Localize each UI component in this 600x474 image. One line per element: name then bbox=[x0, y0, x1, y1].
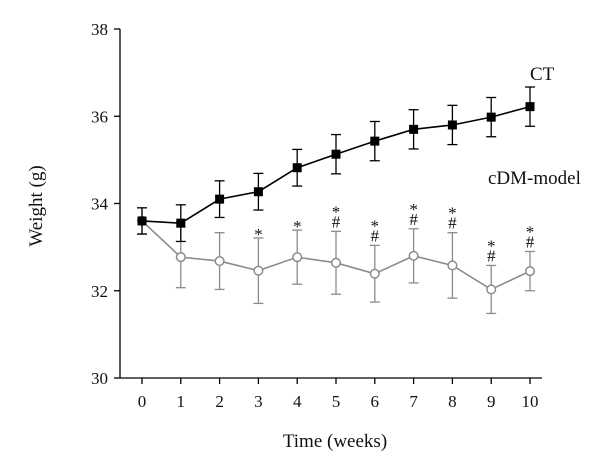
x-tick-label: 2 bbox=[215, 392, 224, 411]
data-point bbox=[175, 252, 186, 263]
y-tick-label: 32 bbox=[91, 282, 108, 301]
significance-asterisk: * bbox=[487, 236, 496, 255]
y-tick-label: 30 bbox=[91, 369, 108, 388]
data-point bbox=[447, 120, 457, 130]
data-point bbox=[524, 266, 536, 277]
significance-asterisk: * bbox=[293, 217, 302, 236]
significance-asterisk: * bbox=[371, 216, 380, 235]
significance-hash: # bbox=[448, 214, 457, 233]
x-tick-label: 8 bbox=[448, 392, 457, 411]
x-tick-label: 1 bbox=[177, 392, 186, 411]
y-tick-label: 34 bbox=[91, 195, 109, 214]
x-tick-label: 9 bbox=[487, 392, 496, 411]
series-label-ct: CT bbox=[530, 64, 555, 85]
data-point bbox=[370, 136, 380, 146]
significance-asterisk: * bbox=[409, 200, 418, 219]
significance-hash: # bbox=[332, 212, 341, 231]
x-tick-label: 6 bbox=[371, 392, 380, 411]
significance-hash: # bbox=[371, 226, 380, 245]
data-point bbox=[525, 102, 535, 112]
data-point bbox=[486, 112, 496, 122]
series-ct bbox=[137, 86, 535, 243]
x-tick-label: 5 bbox=[332, 392, 341, 411]
chart-marks: * **# *#*# *#*#*# bbox=[136, 86, 536, 315]
data-point bbox=[409, 124, 419, 134]
significance-asterisk: * bbox=[448, 204, 457, 223]
data-point bbox=[331, 149, 341, 159]
significance-hash: # bbox=[487, 246, 496, 265]
data-point bbox=[253, 187, 263, 197]
data-point bbox=[292, 252, 303, 263]
y-tick-label: 36 bbox=[91, 107, 108, 126]
data-point bbox=[214, 256, 225, 267]
significance-asterisk: * bbox=[526, 222, 535, 241]
data-point bbox=[447, 260, 458, 271]
x-axis-title: Time (weeks) bbox=[283, 431, 387, 452]
significance-hash: # bbox=[526, 232, 535, 251]
data-point bbox=[253, 265, 264, 276]
x-tick-label: 0 bbox=[138, 392, 147, 411]
y-tick-label: 38 bbox=[91, 20, 108, 39]
x-tick-label: 3 bbox=[254, 392, 263, 411]
data-point bbox=[486, 284, 497, 295]
y-axis-title: Weight (g) bbox=[26, 165, 47, 246]
data-point bbox=[408, 250, 419, 261]
significance-hash: # bbox=[409, 210, 418, 229]
x-tick-label: 7 bbox=[409, 392, 418, 411]
series-cdm-model bbox=[136, 207, 536, 315]
data-point bbox=[292, 163, 302, 173]
data-point bbox=[176, 218, 186, 228]
x-tick-label: 10 bbox=[522, 392, 539, 411]
data-point bbox=[137, 216, 147, 226]
data-point bbox=[369, 268, 380, 279]
data-point bbox=[215, 194, 225, 204]
series-label-cdm-model: cDM-model bbox=[488, 168, 581, 189]
x-tick-label: 4 bbox=[293, 392, 302, 411]
data-point bbox=[330, 257, 342, 268]
significance-asterisk: * bbox=[254, 225, 263, 244]
significance-asterisk: * bbox=[332, 202, 341, 221]
